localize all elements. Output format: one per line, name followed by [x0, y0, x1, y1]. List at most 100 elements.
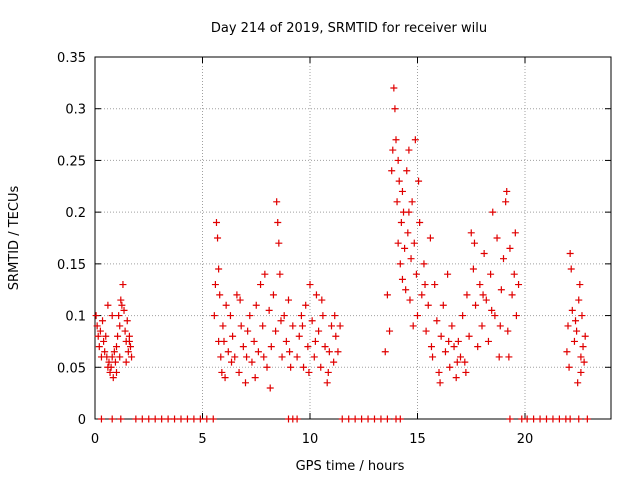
data-point — [311, 337, 319, 345]
data-point — [574, 379, 582, 387]
data-point — [116, 353, 124, 361]
data-point — [126, 343, 134, 351]
data-point — [411, 136, 419, 144]
data-point — [298, 322, 306, 330]
x-axis-label: GPS time / hours — [296, 459, 405, 474]
data-point — [164, 415, 172, 423]
data-point — [239, 343, 247, 351]
data-point — [242, 379, 249, 387]
data-point — [151, 415, 159, 423]
data-point — [221, 374, 229, 382]
data-point — [92, 312, 100, 320]
data-point — [577, 368, 585, 376]
data-point — [435, 368, 443, 376]
data-point — [508, 291, 516, 299]
data-point — [267, 343, 275, 351]
data-point — [328, 322, 335, 330]
data-point — [503, 187, 511, 195]
data-point — [511, 229, 519, 237]
data-point — [280, 312, 288, 320]
data-point — [392, 136, 400, 144]
data-point — [345, 415, 353, 423]
data-point — [397, 218, 405, 226]
data-point — [132, 415, 140, 423]
data-point — [405, 146, 413, 154]
data-point — [446, 363, 454, 371]
y-axis: 0 0.05 0.1 0.15 0.2 0.25 0.3 0.35 — [57, 51, 611, 428]
data-point — [580, 358, 588, 366]
data-point — [269, 291, 277, 299]
data-point — [530, 415, 538, 423]
data-point — [577, 353, 585, 361]
data-point — [452, 374, 460, 382]
data-point — [420, 260, 428, 268]
data-point — [308, 317, 316, 325]
data-point — [265, 306, 273, 314]
data-point — [426, 234, 434, 242]
data-point — [293, 353, 301, 361]
data-point — [436, 379, 444, 387]
data-point — [310, 353, 318, 361]
data-point — [124, 348, 132, 356]
data-point — [404, 229, 412, 237]
data-point — [381, 348, 389, 356]
data-point — [570, 337, 578, 345]
data-point — [568, 306, 576, 314]
data-point — [564, 322, 572, 330]
data-point — [210, 312, 218, 320]
data-point — [122, 358, 130, 366]
data-point — [454, 337, 462, 345]
data-points — [92, 84, 591, 423]
data-point — [117, 415, 125, 423]
data-point — [332, 332, 340, 340]
data-point — [325, 348, 333, 356]
data-point — [502, 198, 510, 206]
data-point — [217, 353, 225, 361]
data-point — [312, 291, 320, 299]
data-point — [259, 322, 267, 330]
data-point — [315, 327, 323, 335]
data-point — [488, 306, 496, 314]
data-point — [479, 291, 487, 299]
data-point — [576, 281, 584, 289]
data-point — [403, 167, 411, 175]
data-point — [286, 348, 294, 356]
data-point — [277, 317, 285, 325]
data-point — [196, 415, 204, 423]
data-point — [111, 358, 119, 366]
data-point — [364, 415, 372, 423]
data-point — [422, 327, 430, 335]
data-point — [572, 317, 580, 325]
data-point — [116, 322, 124, 330]
data-point — [252, 301, 260, 309]
y-tick-label: 0.1 — [65, 310, 86, 325]
data-point — [566, 250, 574, 258]
data-point — [285, 296, 292, 304]
data-point — [500, 255, 507, 263]
data-point — [278, 353, 286, 361]
data-point — [567, 265, 575, 273]
data-point — [505, 353, 513, 361]
data-point — [324, 368, 332, 376]
data-point — [578, 312, 586, 320]
data-point — [212, 218, 220, 226]
data-point — [476, 281, 484, 289]
data-point — [351, 415, 359, 423]
data-point — [396, 260, 404, 268]
x-tick-label: 20 — [517, 432, 534, 447]
data-point — [405, 208, 413, 216]
data-point — [418, 291, 426, 299]
data-point — [393, 198, 401, 206]
chart-title: Day 214 of 2019, SRMTID for receiver wil… — [211, 21, 487, 36]
data-point — [117, 296, 125, 304]
data-point — [216, 291, 224, 299]
data-point — [391, 105, 399, 113]
data-point — [101, 348, 109, 356]
data-point — [575, 296, 583, 304]
data-point — [563, 348, 571, 356]
y-tick-label: 0.05 — [57, 361, 86, 376]
data-point — [118, 301, 126, 309]
data-point — [583, 415, 591, 423]
data-point — [282, 337, 290, 345]
